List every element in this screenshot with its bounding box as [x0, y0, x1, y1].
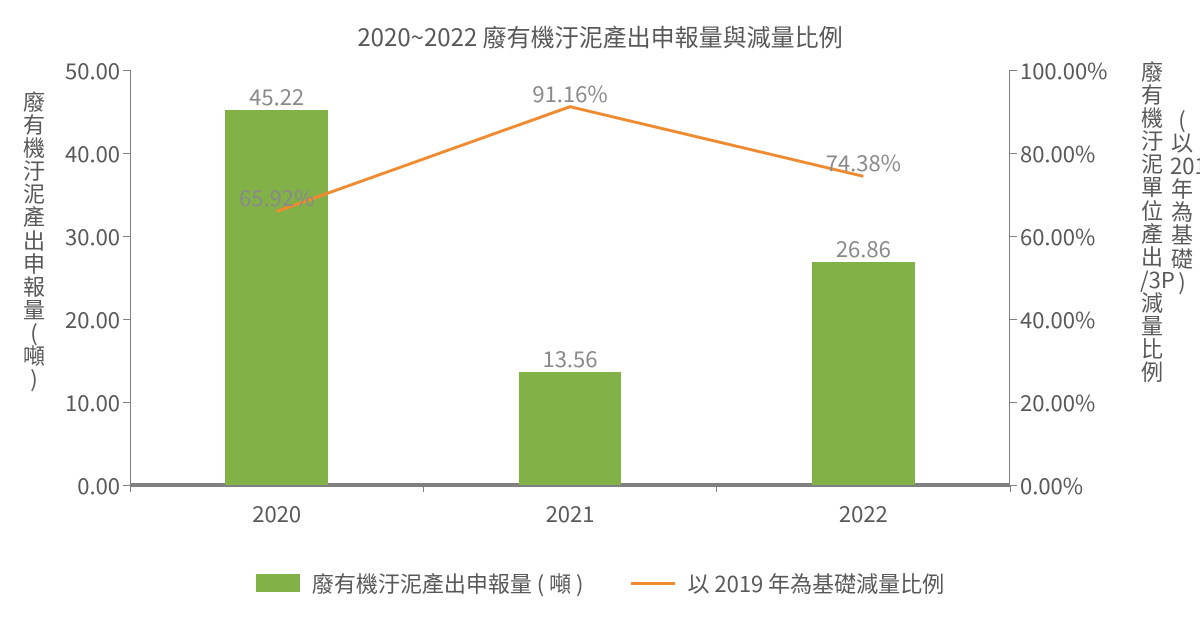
y-left-tick	[123, 319, 130, 320]
y-right-tick	[1010, 319, 1017, 320]
y-right-tick-label: 40.00%	[1020, 303, 1095, 335]
category-label: 2020	[252, 497, 301, 529]
y-left-tick-label: 40.00	[65, 137, 120, 169]
legend-swatch-line	[631, 582, 675, 585]
y-left-tick	[123, 402, 130, 403]
y-left-axis-label: 廢有機汙泥產出申報量 ( 噸 )	[22, 90, 46, 390]
y-right-tick	[1010, 236, 1017, 237]
y-right-tick-label: 0.00%	[1020, 469, 1083, 501]
y-right-tick	[1010, 402, 1017, 403]
y-right-tick	[1010, 70, 1017, 71]
legend-label-bar: 廢有機汙泥產出申報量 ( 噸 )	[312, 567, 584, 599]
y-right-tick-label: 60.00%	[1020, 220, 1095, 252]
y-left-tick-label: 50.00	[65, 54, 120, 86]
line-value-label: 91.16%	[532, 77, 607, 109]
y-right-axis-label-1: 廢有機汙泥單位產出 /3P 減量比例	[1140, 60, 1164, 383]
y-right-tick-label: 20.00%	[1020, 386, 1095, 418]
legend-item-line: 以 2019 年為基礎減量比例	[631, 567, 944, 599]
y-left-tick	[123, 70, 130, 71]
y-left-tick-label: 0.00	[77, 469, 120, 501]
x-tick	[716, 485, 717, 492]
category-label: 2021	[546, 497, 595, 529]
legend-swatch-bar	[256, 574, 300, 592]
chart-title: 2020~2022 廢有機汙泥產出申報量與減量比例	[0, 18, 1200, 53]
legend-label-line: 以 2019 年為基礎減量比例	[687, 567, 944, 599]
y-left-tick	[123, 236, 130, 237]
plot-area: 0.0010.0020.0030.0040.0050.000.00%20.00%…	[130, 70, 1010, 485]
y-left-tick-label: 20.00	[65, 303, 120, 335]
line-series	[130, 70, 1010, 485]
y-right-tick	[1010, 153, 1017, 154]
chart-container: 2020~2022 廢有機汙泥產出申報量與減量比例 廢有機汙泥產出申報量 ( 噸…	[0, 0, 1200, 623]
y-right-tick	[1010, 485, 1017, 486]
y-left-tick-label: 30.00	[65, 220, 120, 252]
y-left-tick	[123, 153, 130, 154]
line-value-label: 65.92%	[239, 181, 314, 213]
y-right-axis-label-2: ( 以 2019 年為基礎 )	[1170, 108, 1194, 293]
line-value-label: 74.38%	[826, 146, 901, 178]
category-label: 2022	[839, 497, 888, 529]
y-left-tick-label: 10.00	[65, 386, 120, 418]
legend-item-bar: 廢有機汙泥產出申報量 ( 噸 )	[256, 567, 584, 599]
y-right-tick-label: 80.00%	[1020, 137, 1095, 169]
x-tick	[423, 485, 424, 492]
x-tick	[1010, 485, 1011, 492]
y-right-tick-label: 100.00%	[1020, 54, 1107, 86]
x-tick	[130, 485, 131, 492]
legend: 廢有機汙泥產出申報量 ( 噸 ) 以 2019 年為基礎減量比例	[0, 567, 1200, 599]
